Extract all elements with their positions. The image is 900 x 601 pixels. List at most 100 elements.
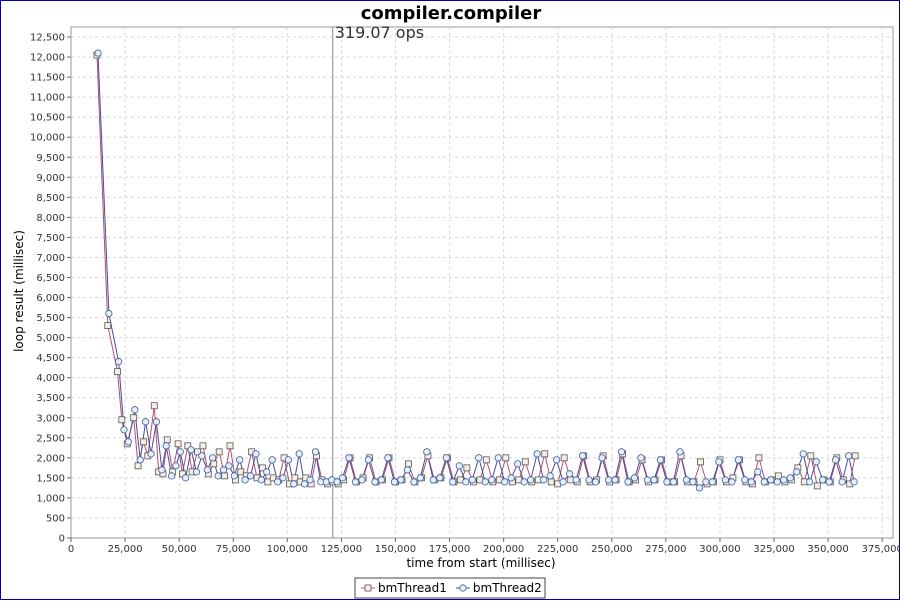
data-point-bmThread2 — [734, 456, 742, 464]
data-point-bmThread2 — [591, 478, 600, 486]
data-point-bmThread1 — [163, 436, 171, 444]
data-point-bmThread2 — [540, 476, 548, 484]
data-point-bmThread2 — [760, 478, 768, 486]
data-point-bmThread2 — [838, 478, 846, 486]
data-point-bmThread2 — [682, 476, 691, 484]
data-point-bmThread2 — [786, 474, 794, 482]
data-point-bmThread2 — [192, 468, 201, 476]
data-point-bmThread2 — [345, 454, 353, 462]
data-point-bmThread1 — [150, 402, 158, 410]
data-point-bmThread2 — [754, 468, 762, 476]
y-tick-label: 2,000 — [36, 453, 65, 464]
data-point-bmThread2 — [643, 476, 652, 484]
y-tick-label: 500 — [46, 513, 65, 524]
data-point-bmThread2 — [279, 474, 287, 482]
data-point-bmThread2 — [358, 476, 366, 484]
data-point-bmThread2 — [377, 476, 386, 484]
data-point-bmThread2 — [176, 448, 184, 456]
data-point-bmThread2 — [624, 478, 632, 486]
legend-label-bmThread2: bmThread2 — [473, 581, 542, 595]
data-point-bmThread2 — [715, 458, 723, 466]
data-point-bmThread1 — [502, 454, 510, 462]
data-point-bmThread2 — [598, 454, 606, 462]
data-point-bmThread2 — [806, 478, 814, 486]
y-tick-label: 4,500 — [36, 353, 65, 364]
data-point-bmThread2 — [825, 478, 833, 486]
data-point-bmThread2 — [449, 478, 457, 486]
data-point-bmThread1 — [221, 472, 228, 480]
legend-marker-bmThread2 — [459, 584, 467, 592]
y-tick-label: 0 — [59, 534, 65, 545]
x-tick-label: 275,000 — [645, 544, 686, 555]
data-point-bmThread2 — [410, 478, 418, 486]
data-point-bmThread2 — [311, 448, 320, 456]
data-point-bmThread2 — [767, 476, 775, 484]
data-point-bmThread2 — [721, 476, 729, 484]
y-tick-label: 11,000 — [30, 93, 65, 104]
data-point-bmThread2 — [203, 466, 211, 474]
y-tick-label: 3,000 — [36, 413, 65, 424]
data-point-bmThread2 — [124, 438, 132, 446]
data-point-bmThread2 — [527, 476, 535, 484]
data-point-bmThread2 — [120, 426, 128, 434]
data-point-bmThread2 — [676, 448, 684, 456]
data-point-bmThread2 — [290, 480, 298, 488]
y-tick-label: 10,000 — [30, 133, 65, 144]
data-point-bmThread2 — [246, 472, 255, 480]
data-point-bmThread2 — [172, 462, 180, 470]
y-tick-label: 10,500 — [30, 113, 65, 124]
data-point-bmThread2 — [780, 476, 788, 484]
data-point-bmThread2 — [468, 476, 476, 484]
data-point-bmThread2 — [268, 456, 276, 464]
data-point-bmThread2 — [306, 476, 314, 484]
y-tick-label: 1,000 — [36, 493, 65, 504]
chart-title: compiler.compiler — [361, 3, 542, 24]
data-point-bmThread2 — [136, 456, 144, 464]
data-point-bmThread2 — [533, 450, 541, 458]
data-point-bmThread2 — [351, 478, 360, 486]
x-tick-label: 75,000 — [216, 544, 251, 555]
data-point-bmThread2 — [695, 484, 703, 492]
y-tick-label: 6,500 — [36, 273, 65, 284]
data-point-bmThread2 — [162, 442, 170, 450]
x-tick-label: 0 — [68, 544, 74, 555]
data-point-bmThread1 — [226, 442, 234, 450]
legend-box — [354, 577, 546, 599]
data-point-bmThread1 — [807, 452, 815, 460]
data-point-bmThread2 — [105, 309, 113, 318]
data-point-bmThread2 — [702, 478, 710, 486]
x-tick-label: 250,000 — [591, 544, 632, 555]
data-point-bmThread2 — [198, 452, 206, 460]
x-tick-label: 125,000 — [321, 544, 362, 555]
x-axis-title: time from start (millisec) — [406, 556, 555, 570]
legend-label-bmThread1: bmThread1 — [378, 581, 447, 595]
y-axis-ticks: 0 500 1,000 1,500 2,000 2,500 3,000 3,500 4,000 4… — [30, 33, 71, 545]
x-tick-label: 25,000 — [108, 544, 143, 555]
data-point-bmThread2 — [520, 478, 528, 486]
data-point-bmThread2 — [442, 454, 450, 462]
data-point-bmThread2 — [147, 450, 155, 458]
data-point-bmThread2 — [572, 476, 580, 484]
data-point-bmThread1 — [237, 468, 245, 476]
data-point-bmThread2 — [650, 476, 658, 484]
data-point-bmThread2 — [230, 472, 238, 480]
y-tick-label: 1,500 — [36, 473, 65, 484]
data-point-bmThread2 — [152, 418, 161, 426]
data-point-bmThread2 — [429, 476, 437, 484]
data-point-bmThread2 — [209, 454, 217, 462]
data-point-bmThread2 — [225, 462, 233, 470]
data-point-bmThread1 — [104, 322, 112, 329]
data-point-bmThread2 — [252, 450, 260, 458]
y-tick-label: 4,000 — [36, 373, 65, 384]
data-point-bmThread2 — [832, 456, 840, 464]
x-axis-ticks: 0 25,000 50,000 75,000 100,000 125,000 150,000… — [68, 538, 900, 555]
legend-marker-bmThread1 — [364, 584, 372, 592]
data-point-bmThread2 — [481, 478, 489, 486]
data-point-bmThread2 — [501, 478, 509, 486]
data-point-bmThread2 — [585, 476, 593, 484]
y-tick-label: 8,500 — [36, 193, 65, 204]
data-point-bmThread2 — [114, 358, 123, 366]
data-point-bmThread2 — [689, 478, 697, 486]
data-point-bmThread2 — [462, 478, 470, 486]
data-point-bmThread2 — [845, 452, 853, 460]
